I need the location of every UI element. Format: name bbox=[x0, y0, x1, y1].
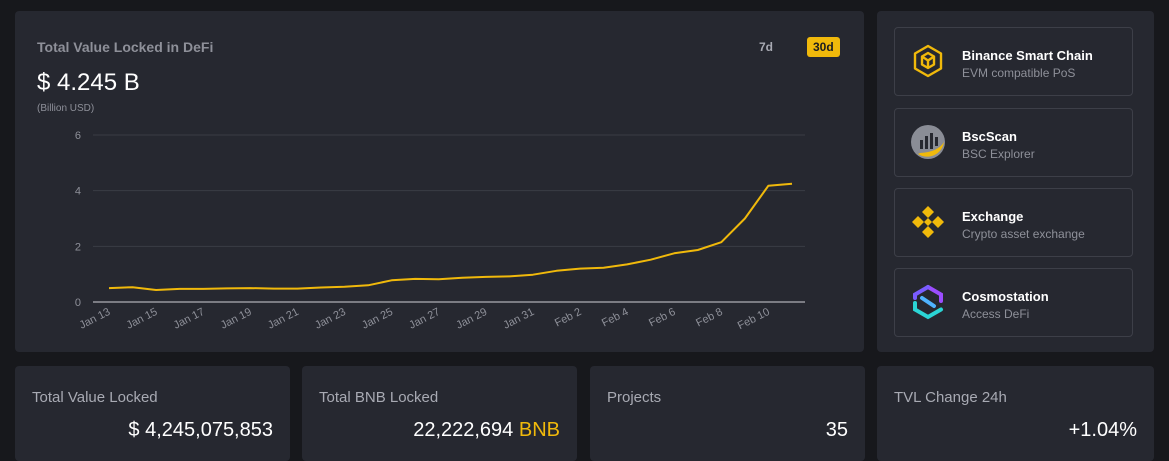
x-tick-label: Jan 25 bbox=[360, 306, 395, 332]
x-tick-label: Jan 21 bbox=[266, 306, 301, 332]
stat-value: 35 bbox=[826, 419, 848, 442]
stat-card-projects: Projects 35 bbox=[590, 366, 865, 461]
bscscan-icon bbox=[911, 125, 945, 159]
ecosystem-links-card: Binance Smart Chain EVM compatible PoS B… bbox=[877, 11, 1154, 352]
stat-value: +1.04% bbox=[1069, 419, 1137, 442]
stat-value: $ 4,245,075,853 bbox=[128, 419, 273, 442]
stat-card-tvl-change-24h: TVL Change 24h +1.04% bbox=[877, 366, 1154, 461]
stat-label: Projects bbox=[607, 389, 662, 406]
x-tick-label: Jan 23 bbox=[313, 306, 348, 332]
tvl-chart-card: 0 2 4 6 Jan 13 Jan 15 Jan 17 Jan 19 Jan 21 Jan 23… bbox=[15, 11, 864, 352]
link-title: Binance Smart Chain bbox=[962, 48, 1093, 63]
link-subtitle: EVM compatible PoS bbox=[962, 66, 1076, 80]
link-exchange[interactable]: Exchange Crypto asset exchange bbox=[894, 188, 1133, 257]
stat-card-total-value-locked: Total Value Locked $ 4,245,075,853 bbox=[15, 366, 290, 461]
y-tick-label: 4 bbox=[75, 186, 81, 198]
x-tick-label: Feb 2 bbox=[553, 306, 584, 329]
link-subtitle: BSC Explorer bbox=[962, 147, 1035, 161]
bsc-cube-icon bbox=[913, 44, 943, 78]
cosmostation-hexagon-icon bbox=[913, 285, 943, 320]
tvl-series-line bbox=[108, 182, 793, 291]
y-tick-label: 6 bbox=[75, 130, 81, 142]
link-subtitle: Crypto asset exchange bbox=[962, 227, 1085, 241]
link-title: Exchange bbox=[962, 209, 1024, 224]
x-tick-label: Feb 6 bbox=[647, 306, 678, 329]
x-tick-label: Jan 29 bbox=[454, 306, 489, 332]
x-tick-label: Jan 27 bbox=[407, 306, 442, 332]
link-cosmostation[interactable]: Cosmostation Access DeFi bbox=[894, 268, 1133, 337]
x-tick-label: Jan 17 bbox=[172, 306, 207, 332]
stat-number: +1.04% bbox=[1068, 419, 1137, 441]
stat-card-total-bnb-locked: Total BNB Locked 22,222,694 BNB bbox=[302, 366, 577, 461]
tvl-unit: (Billion USD) bbox=[37, 103, 95, 114]
link-subtitle: Access DeFi bbox=[962, 307, 1030, 321]
x-tick-label: Feb 8 bbox=[694, 306, 725, 329]
x-tick-label: Jan 19 bbox=[219, 306, 254, 332]
stat-label: Total BNB Locked bbox=[319, 389, 439, 406]
link-bscscan[interactable]: BscScan BSC Explorer bbox=[894, 108, 1133, 177]
x-tick-label: Jan 13 bbox=[77, 306, 112, 332]
x-tick-label: Feb 4 bbox=[600, 306, 631, 329]
tvl-line-chart: 0 2 4 6 Jan 13 Jan 15 Jan 17 Jan 19 Jan 21 Jan 23… bbox=[75, 130, 805, 332]
stat-label: Total Value Locked bbox=[32, 389, 158, 406]
binance-diamond-icon bbox=[912, 206, 944, 238]
stat-number: $ 4,245,075,853 bbox=[128, 419, 273, 441]
stat-label: TVL Change 24h bbox=[894, 389, 1007, 406]
range-tab-30d[interactable]: 30d bbox=[807, 37, 840, 57]
y-tick-label: 2 bbox=[75, 241, 81, 253]
link-title: Cosmostation bbox=[962, 289, 1049, 304]
link-title: BscScan bbox=[962, 129, 1017, 144]
stat-number: 22,222,694 bbox=[413, 419, 514, 441]
y-tick-label: 0 bbox=[75, 297, 81, 309]
tvl-value: $ 4.245 B bbox=[37, 69, 140, 96]
x-tick-label: Jan 15 bbox=[125, 306, 160, 332]
range-tab-7d[interactable]: 7d bbox=[759, 40, 774, 54]
stat-number: 35 bbox=[825, 419, 848, 441]
x-tick-label: Feb 10 bbox=[736, 306, 772, 332]
stat-value: 22,222,694 BNB bbox=[413, 419, 560, 442]
x-tick-label: Jan 31 bbox=[501, 306, 536, 332]
link-binance-smart-chain[interactable]: Binance Smart Chain EVM compatible PoS bbox=[894, 27, 1133, 96]
stat-unit-bnb: BNB bbox=[518, 419, 560, 441]
chart-title: Total Value Locked in DeFi bbox=[37, 39, 214, 55]
